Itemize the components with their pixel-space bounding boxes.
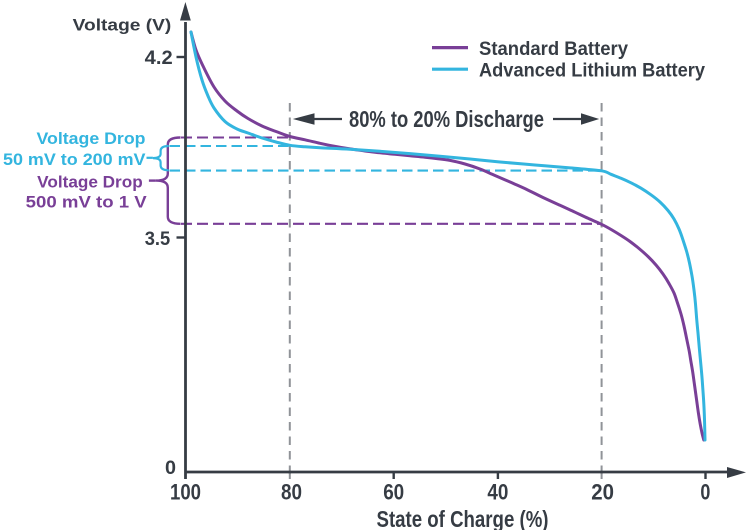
svg-text:80% to 20% Discharge: 80% to 20% Discharge [349, 106, 544, 132]
svg-text:Standard Battery: Standard Battery [479, 39, 628, 60]
svg-text:Advanced Lithium Battery: Advanced Lithium Battery [479, 61, 705, 82]
svg-text:500 mV to 1 V: 500 mV to 1 V [26, 193, 148, 212]
svg-text:100: 100 [170, 480, 201, 505]
svg-text:50 mV to 200 mV: 50 mV to 200 mV [3, 150, 146, 169]
svg-text:0: 0 [700, 480, 710, 505]
svg-text:80: 80 [281, 480, 302, 505]
svg-text:0: 0 [165, 457, 176, 479]
svg-text:State of Charge (%): State of Charge (%) [377, 506, 549, 530]
svg-text:Voltage Drop: Voltage Drop [37, 173, 143, 192]
svg-text:20: 20 [591, 480, 614, 505]
svg-text:40: 40 [487, 480, 508, 505]
svg-text:Voltage (V): Voltage (V) [73, 15, 172, 34]
svg-text:60: 60 [383, 480, 404, 505]
svg-text:Voltage Drop: Voltage Drop [37, 129, 146, 148]
svg-text:4.2: 4.2 [145, 47, 173, 69]
svg-text:3.5: 3.5 [145, 228, 171, 250]
